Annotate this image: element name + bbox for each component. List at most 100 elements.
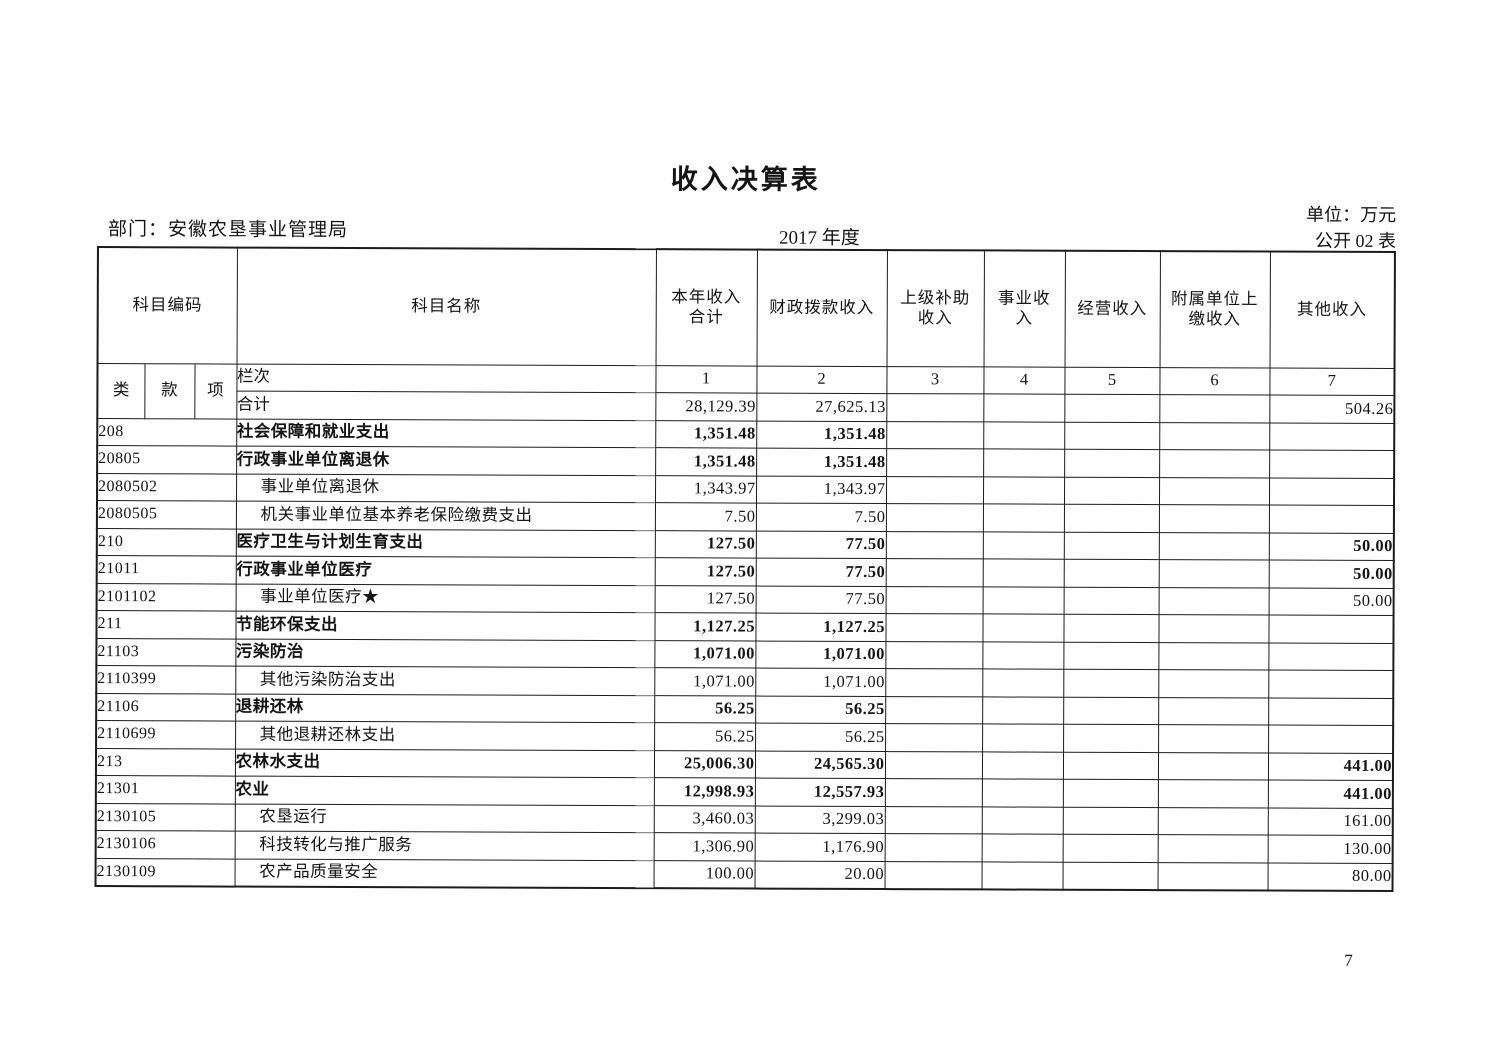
subject-name-cell: 其他退耕还林支出 bbox=[235, 721, 655, 751]
value-cell bbox=[1064, 476, 1160, 505]
header-operating-income: 经营收入 bbox=[1064, 250, 1160, 368]
value-cell bbox=[982, 558, 1064, 587]
value-cell: 127.50 bbox=[654, 530, 756, 559]
value-cell bbox=[1269, 450, 1395, 479]
header-fiscal-appropriation: 财政拨款收入 bbox=[756, 249, 887, 367]
value-cell bbox=[885, 641, 983, 669]
value-cell bbox=[1268, 697, 1394, 726]
value-cell: 1,351.48 bbox=[756, 448, 887, 477]
subject-name-cell: 污染防治 bbox=[235, 638, 655, 668]
header-other-income: 其他收入 bbox=[1269, 251, 1395, 369]
value-cell bbox=[1157, 752, 1269, 781]
value-cell bbox=[981, 833, 1063, 862]
value-cell bbox=[1064, 421, 1160, 450]
column-index-2: 2 bbox=[756, 365, 887, 394]
value-cell: 77.50 bbox=[755, 558, 886, 587]
value-cell: 130.00 bbox=[1267, 835, 1393, 864]
value-cell bbox=[885, 586, 983, 614]
value-cell bbox=[981, 751, 1064, 780]
value-cell bbox=[884, 751, 983, 779]
value-cell: 1,071.00 bbox=[755, 668, 886, 697]
value-cell: 56.25 bbox=[654, 695, 756, 724]
table-row: 2130109 农产品质量安全 100.00 20.00 80.00 bbox=[95, 858, 1393, 891]
value-cell bbox=[885, 723, 983, 752]
header-superior-subsidy: 上级补助收入 bbox=[886, 250, 984, 367]
value-cell bbox=[1062, 806, 1158, 835]
value-cell bbox=[1158, 642, 1269, 671]
subject-code-cell: 21301 bbox=[95, 775, 235, 804]
total-value-4 bbox=[983, 393, 1065, 422]
value-cell bbox=[983, 476, 1065, 505]
revenue-table: 科目编码 科目名称 本年收入合计 财政拨款收入 上级补助收入 事业收入 经营收入… bbox=[94, 246, 1396, 892]
value-cell bbox=[1063, 641, 1159, 670]
subject-name-cell: 农产品质量安全 bbox=[234, 858, 654, 888]
value-cell bbox=[1158, 559, 1269, 588]
fiscal-year-label: 2017 年度 bbox=[778, 227, 860, 249]
subject-code-cell: 211 bbox=[96, 610, 236, 639]
value-cell: 3,460.03 bbox=[653, 805, 755, 834]
value-cell bbox=[886, 448, 984, 477]
value-cell bbox=[1062, 751, 1159, 780]
value-cell: 1,176.90 bbox=[754, 833, 885, 862]
value-cell bbox=[1269, 477, 1395, 506]
header-subject-code: 科目编码 bbox=[97, 247, 238, 364]
subject-code-cell: 2110399 bbox=[96, 665, 236, 694]
value-cell: 7.50 bbox=[755, 503, 887, 532]
subject-code-cell: 2130106 bbox=[95, 830, 235, 859]
value-cell: 1,343.97 bbox=[756, 475, 887, 504]
value-cell bbox=[1063, 696, 1159, 725]
value-cell bbox=[1159, 477, 1270, 506]
value-cell bbox=[1158, 614, 1269, 643]
subject-name-cell: 社会保障和就业支出 bbox=[236, 418, 656, 448]
value-cell: 1,343.97 bbox=[655, 475, 757, 504]
value-cell bbox=[982, 613, 1064, 642]
total-value-7: 504.26 bbox=[1269, 394, 1395, 424]
total-value-3 bbox=[886, 393, 984, 422]
value-cell: 1,306.90 bbox=[653, 832, 755, 861]
value-cell: 1,071.00 bbox=[654, 667, 756, 696]
value-cell bbox=[1157, 779, 1268, 808]
value-cell: 56.25 bbox=[755, 723, 886, 752]
value-cell bbox=[1063, 724, 1159, 753]
subject-code-cell: 21106 bbox=[96, 693, 236, 722]
subject-name-cell: 节能环保支出 bbox=[235, 611, 655, 641]
header-total-income: 本年收入合计 bbox=[655, 249, 757, 366]
subject-code-cell: 21103 bbox=[96, 638, 236, 667]
subject-code-cell: 2080502 bbox=[96, 473, 237, 502]
total-value-2: 27,625.13 bbox=[756, 392, 887, 422]
column-index-7: 7 bbox=[1269, 367, 1395, 396]
value-cell: 127.50 bbox=[654, 557, 756, 586]
subject-name-cell: 行政事业单位离退休 bbox=[236, 446, 656, 476]
subject-code-cell: 2110699 bbox=[96, 720, 236, 749]
value-cell bbox=[1063, 586, 1159, 615]
value-cell: 50.00 bbox=[1268, 560, 1394, 589]
subject-code-cell: 2130105 bbox=[95, 803, 235, 832]
value-cell: 161.00 bbox=[1267, 807, 1393, 836]
value-cell: 24,565.30 bbox=[754, 750, 886, 779]
value-cell bbox=[983, 421, 1065, 450]
value-cell: 127.50 bbox=[654, 585, 756, 614]
total-value-1: 28,129.39 bbox=[655, 392, 757, 421]
value-cell: 7.50 bbox=[654, 502, 757, 531]
header-subject-name: 科目名称 bbox=[236, 247, 657, 366]
subject-code-cell: 20805 bbox=[97, 445, 237, 474]
value-cell bbox=[982, 668, 1064, 697]
subject-name-cell: 农林水支出 bbox=[234, 748, 655, 778]
subject-code-cell: 2130109 bbox=[95, 858, 235, 887]
value-cell bbox=[1157, 862, 1268, 891]
value-cell bbox=[982, 586, 1064, 615]
value-cell: 20.00 bbox=[754, 860, 885, 889]
subheader-class: 类 bbox=[97, 363, 145, 419]
value-cell bbox=[885, 503, 984, 532]
value-cell bbox=[1268, 725, 1394, 754]
value-cell bbox=[1157, 834, 1268, 863]
value-cell bbox=[982, 641, 1064, 670]
subject-name-cell: 农业 bbox=[234, 776, 654, 806]
value-cell: 3,299.03 bbox=[754, 805, 885, 834]
value-cell bbox=[884, 806, 982, 834]
subject-code-cell: 2080505 bbox=[96, 500, 237, 529]
page-number: 7 bbox=[1344, 950, 1353, 970]
value-cell: 12,998.93 bbox=[653, 777, 755, 806]
value-cell bbox=[884, 861, 982, 889]
